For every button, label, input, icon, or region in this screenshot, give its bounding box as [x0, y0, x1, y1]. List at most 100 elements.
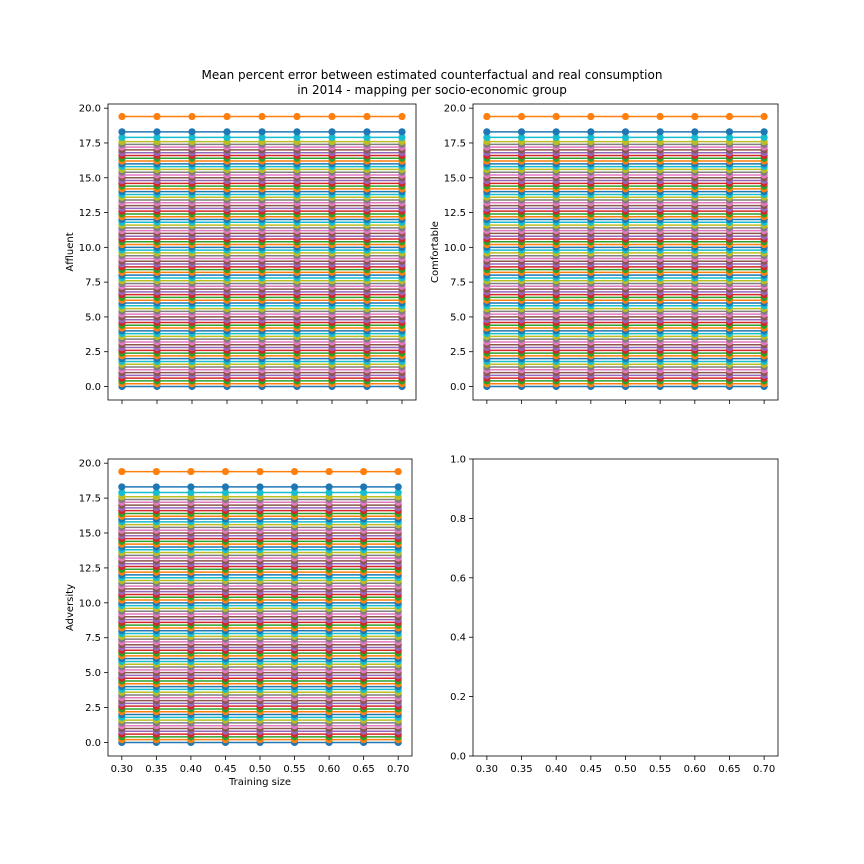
y-tick-label: 10.0 — [79, 243, 101, 254]
series-point — [153, 128, 161, 136]
series-point — [118, 488, 126, 497]
series-point — [725, 128, 734, 136]
series-point — [118, 467, 126, 476]
series-point — [188, 128, 196, 136]
series-point — [187, 483, 195, 491]
x-tick-label: 0.60 — [684, 764, 706, 775]
y-tick-label: 5.0 — [85, 312, 101, 323]
y-tick-label: 17.5 — [79, 494, 101, 505]
series-point — [256, 488, 264, 497]
series-point — [293, 133, 301, 141]
series-point — [398, 128, 406, 136]
y-tick-label: 20.0 — [444, 104, 466, 115]
series-point — [621, 112, 630, 121]
x-tick-label: 0.55 — [649, 764, 671, 775]
x-tick-label: 0.50 — [614, 764, 636, 775]
series-point — [328, 112, 336, 121]
y-tick-label: 2.5 — [85, 347, 101, 358]
series-point — [656, 133, 664, 141]
series-point — [118, 128, 126, 136]
y-tick-label: 5.0 — [450, 312, 466, 323]
series-point — [223, 128, 231, 136]
series-point — [587, 112, 595, 121]
series-point — [394, 488, 402, 497]
x-tick-label: 0.70 — [387, 764, 409, 775]
series-point — [328, 128, 336, 136]
series-point — [153, 112, 161, 121]
series-point — [394, 483, 402, 491]
x-tick-label: 0.55 — [283, 764, 305, 775]
series-point — [187, 467, 195, 476]
series-point — [325, 488, 333, 497]
x-tick-label: 0.65 — [718, 764, 740, 775]
y-tick-label: 7.5 — [85, 633, 101, 644]
series-point — [152, 483, 160, 491]
y-tick-label: 17.5 — [79, 138, 101, 149]
figure-title-line-1: Mean percent error between estimated cou… — [202, 68, 663, 82]
series-point — [223, 112, 231, 121]
series-point — [290, 467, 299, 476]
series-point — [256, 483, 264, 491]
series-point — [587, 133, 595, 141]
series-point — [691, 133, 699, 141]
x-tick-label: 0.30 — [111, 764, 133, 775]
y-tick-label: 15.0 — [79, 529, 101, 540]
series-point — [328, 133, 336, 141]
y-tick-label: 0.0 — [450, 752, 466, 763]
series-point — [656, 112, 664, 121]
series-point — [290, 483, 299, 491]
series-point — [552, 133, 560, 141]
series-point — [293, 128, 301, 136]
series-point — [258, 133, 266, 141]
series-point — [360, 467, 368, 476]
series-point — [188, 112, 196, 121]
y-tick-label: 0.4 — [450, 633, 466, 644]
series-point — [363, 128, 371, 136]
series-point — [363, 112, 371, 121]
y-tick-label: 12.5 — [79, 208, 101, 219]
series-point — [691, 128, 699, 136]
y-tick-label: 1.0 — [450, 455, 466, 466]
y-tick-label: 10.0 — [444, 243, 466, 254]
series-point — [552, 112, 560, 121]
series-group — [118, 112, 406, 391]
series-point — [760, 128, 768, 136]
series-point — [483, 112, 491, 121]
y-tick-label: 2.5 — [450, 347, 466, 358]
y-tick-label: 7.5 — [85, 278, 101, 289]
series-point — [221, 467, 230, 476]
y-tick-label: 17.5 — [444, 138, 466, 149]
y-tick-label: 7.5 — [450, 278, 466, 289]
series-point — [483, 133, 491, 141]
series-point — [258, 128, 266, 136]
series-point — [256, 467, 264, 476]
series-point — [187, 488, 195, 497]
y-tick-label: 2.5 — [85, 703, 101, 714]
y-tick-label: 12.5 — [444, 208, 466, 219]
subplots-grid: 0.0 2.5 5.0 7.5 10.0 12.5 15.0 17.5 20.0 Affluent… — [65, 103, 779, 788]
series-point — [118, 112, 126, 121]
axes-top-right: 0.0 2.5 5.0 7.5 10.0 12.5 15.0 17.5 20.0 Comforta… — [430, 103, 779, 404]
series-point — [118, 483, 126, 491]
y-tick-label: 15.0 — [444, 173, 466, 184]
series-point — [221, 488, 230, 497]
series-point — [223, 133, 231, 141]
series-point — [725, 133, 734, 141]
y-tick-label: 0.0 — [450, 382, 466, 393]
series-point — [290, 488, 299, 497]
series-point — [517, 128, 526, 136]
axes-bottom-right: 0.30 0.35 0.40 0.45 0.50 0.55 0.60 0.65 0.70 0.0 0… — [450, 455, 779, 775]
series-point — [517, 112, 526, 121]
y-tick-label: 10.0 — [79, 598, 101, 609]
series-group — [118, 467, 402, 747]
series-point — [587, 128, 595, 136]
series-point — [656, 128, 664, 136]
series-point — [725, 112, 734, 121]
y-tick-label: 0.0 — [85, 738, 101, 749]
x-tick-label: 0.50 — [249, 764, 271, 775]
series-point — [691, 112, 699, 121]
y-tick-label: 0.2 — [450, 692, 466, 703]
x-tick-label: 0.35 — [145, 764, 167, 775]
y-tick-label: 0.8 — [450, 514, 466, 525]
